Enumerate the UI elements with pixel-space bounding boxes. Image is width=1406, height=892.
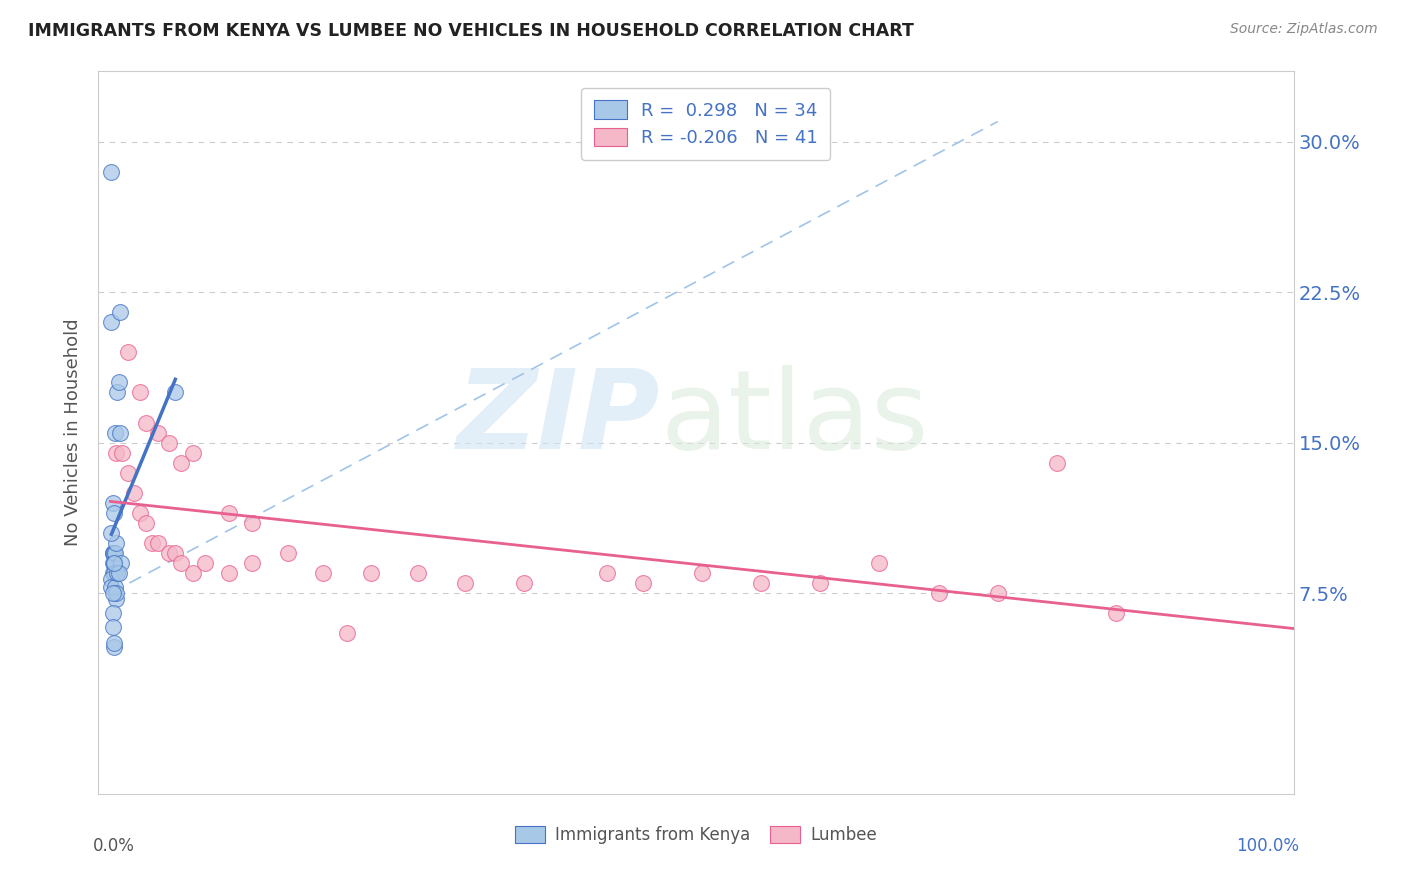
Point: [406, 566, 429, 581]
Point: [117, 466, 139, 480]
Point: [596, 566, 619, 581]
Point: [101, 546, 124, 560]
Point: [105, 586, 128, 600]
Point: [100, 580, 122, 594]
Text: 0.0%: 0.0%: [93, 838, 135, 855]
Point: [336, 626, 359, 640]
Point: [108, 305, 131, 319]
Point: [141, 536, 163, 550]
Point: [749, 576, 772, 591]
Point: [103, 566, 125, 581]
Point: [103, 556, 125, 570]
Point: [146, 425, 169, 440]
Point: [454, 576, 477, 591]
Text: IMMIGRANTS FROM KENYA VS LUMBEE NO VEHICLES IN HOUSEHOLD CORRELATION CHART: IMMIGRANTS FROM KENYA VS LUMBEE NO VEHIC…: [28, 22, 914, 40]
Text: Source: ZipAtlas.com: Source: ZipAtlas.com: [1230, 22, 1378, 37]
Point: [105, 566, 128, 581]
Point: [181, 446, 204, 460]
Point: [103, 556, 125, 570]
Point: [868, 556, 890, 570]
Point: [170, 456, 193, 470]
Point: [218, 506, 240, 520]
Point: [105, 385, 128, 400]
Point: [808, 576, 831, 591]
Point: [103, 506, 125, 520]
Point: [1046, 456, 1069, 470]
Point: [181, 566, 204, 581]
Point: [157, 546, 180, 560]
Point: [135, 516, 157, 530]
Point: [111, 446, 134, 460]
Point: [240, 516, 263, 530]
Point: [513, 576, 536, 591]
Point: [100, 526, 122, 541]
Point: [170, 556, 193, 570]
Point: [101, 566, 124, 581]
Point: [101, 586, 124, 600]
Point: [101, 607, 124, 621]
Point: [108, 425, 131, 440]
Point: [100, 315, 122, 329]
Point: [105, 592, 128, 607]
Point: [107, 566, 129, 581]
Point: [122, 485, 145, 500]
Point: [103, 636, 125, 650]
Point: [157, 435, 180, 450]
Point: [631, 576, 654, 591]
Point: [103, 640, 125, 655]
Point: [218, 566, 240, 581]
Point: [105, 446, 128, 460]
Point: [101, 620, 124, 634]
Point: [128, 506, 150, 520]
Point: [928, 586, 950, 600]
Point: [194, 556, 217, 570]
Point: [104, 580, 127, 594]
Point: [360, 566, 382, 581]
Point: [101, 496, 124, 510]
Y-axis label: No Vehicles in Household: No Vehicles in Household: [65, 318, 83, 547]
Point: [107, 376, 129, 390]
Point: [110, 556, 132, 570]
Point: [1105, 607, 1128, 621]
Point: [690, 566, 713, 581]
Point: [103, 546, 125, 560]
Legend: Immigrants from Kenya, Lumbee: Immigrants from Kenya, Lumbee: [509, 819, 883, 851]
Point: [104, 425, 127, 440]
Point: [165, 385, 187, 400]
Point: [101, 556, 124, 570]
Point: [117, 345, 139, 359]
Text: 100.0%: 100.0%: [1236, 838, 1299, 855]
Point: [312, 566, 335, 581]
Point: [165, 546, 187, 560]
Point: [100, 165, 122, 179]
Point: [987, 586, 1010, 600]
Point: [100, 572, 122, 586]
Point: [240, 556, 263, 570]
Text: atlas: atlas: [661, 365, 928, 472]
Point: [128, 385, 150, 400]
Point: [135, 416, 157, 430]
Text: ZIP: ZIP: [457, 365, 661, 472]
Point: [105, 536, 128, 550]
Point: [101, 546, 124, 560]
Point: [104, 546, 127, 560]
Point: [277, 546, 299, 560]
Point: [146, 536, 169, 550]
